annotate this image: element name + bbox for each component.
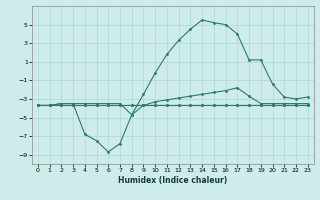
X-axis label: Humidex (Indice chaleur): Humidex (Indice chaleur): [118, 176, 228, 185]
